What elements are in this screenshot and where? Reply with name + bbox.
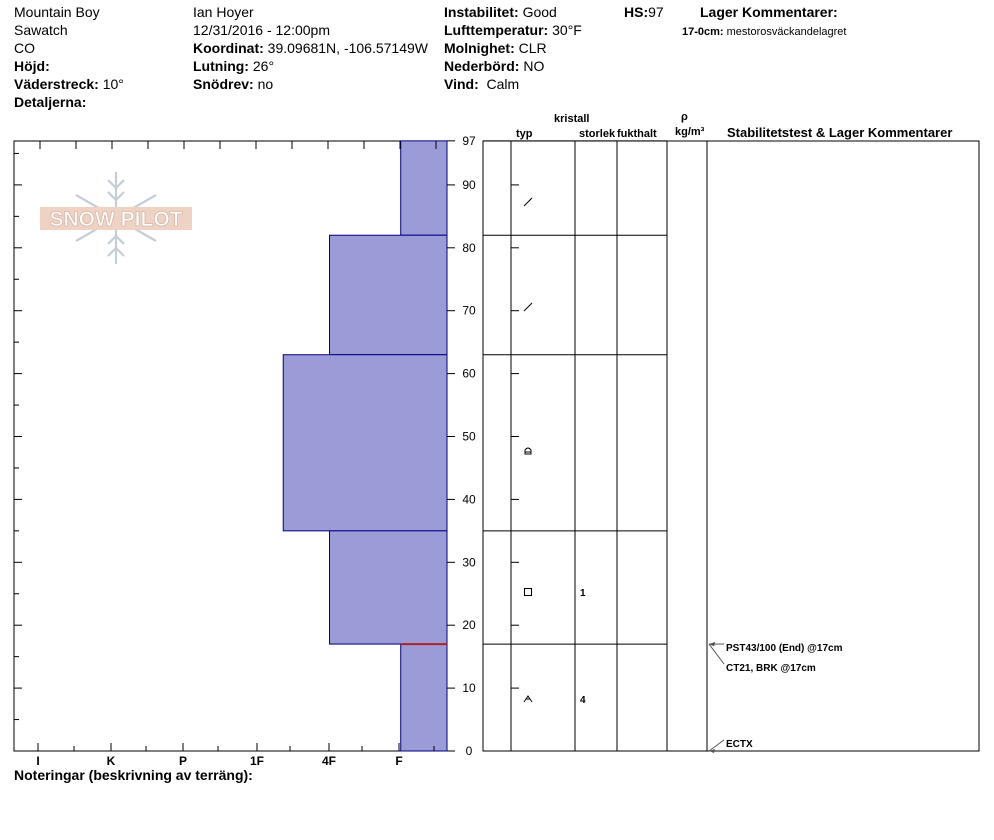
hardness-label-k: K — [107, 754, 116, 768]
col-type-header: typ — [516, 128, 533, 140]
depth-tick-label: 60 — [462, 367, 476, 381]
cloud-row: Molnighet: CLR — [444, 40, 547, 56]
details-label: Detaljerna: — [14, 94, 87, 110]
depth-tick-label: 30 — [462, 555, 476, 569]
observation-datetime: 12/31/2016 - 12:00pm — [193, 22, 330, 38]
depth-tick-label: 50 — [462, 430, 476, 444]
drift-label: Snödrev: — [193, 76, 254, 92]
faceted-grain-icon — [524, 588, 532, 596]
depth-tick-label: 70 — [462, 304, 476, 318]
col-density-unit: kg/m³ — [675, 126, 705, 138]
wind-label: Vind: — [444, 76, 479, 92]
observer-name: Ian Hoyer — [193, 4, 254, 20]
rounded-grain-icon — [524, 447, 532, 455]
hardness-bar-5 — [400, 643, 448, 752]
layer-comment-text: mestorosväckandelagret — [726, 26, 847, 38]
air-temp-row: Lufttemperatur: 30°F — [444, 22, 582, 38]
slope-row: Lutning: 26° — [193, 58, 274, 74]
terrain-notes-label: Noteringar (beskrivning av terräng): — [14, 767, 253, 783]
state: CO — [14, 40, 35, 56]
hardness-bar-2 — [329, 234, 448, 356]
coordinate-value: 39.09681N, -106.57149W — [267, 40, 428, 56]
layer-table-frame — [482, 140, 980, 752]
coordinate-label: Koordinat: — [193, 40, 264, 56]
hardness-label-4f: 4F — [322, 754, 336, 768]
hs-label: HS: — [624, 4, 649, 20]
wind-value: Calm — [486, 76, 520, 92]
slope-label: Lutning: — [193, 58, 249, 74]
depth-hoar-grain-icon — [523, 695, 533, 703]
depth-tick-label: 0 — [466, 744, 473, 758]
hardness-bar-4 — [329, 530, 448, 645]
instability-label: Instabilitet: — [444, 4, 519, 20]
drift-value: no — [257, 76, 274, 92]
depth-tick-label: 90 — [462, 178, 476, 192]
precip-value: NO — [523, 58, 545, 74]
col-crystal-header: kristall — [554, 113, 590, 125]
hardness-bar-3 — [282, 354, 448, 532]
col-stability-header: Stabilitetstest & Lager Kommentarer — [727, 125, 953, 140]
aspect-value: 10° — [102, 76, 124, 92]
stability-test-label: CT21, BRK @17cm — [726, 663, 816, 674]
depth-tick-label: 40 — [462, 492, 476, 506]
hs-value: 97 — [648, 4, 664, 20]
air-temp-label: Lufttemperatur: — [444, 22, 549, 38]
slope-value: 26° — [252, 58, 275, 74]
location-name: Mountain Boy — [14, 4, 100, 20]
decomposing-grain-icon — [523, 197, 533, 207]
cloud-label: Molnighet: — [444, 40, 515, 56]
layer-comment-depth: 17-0cm: — [682, 26, 724, 38]
hardness-label-f: F — [395, 754, 402, 768]
depth-tick-label: 97 — [462, 134, 476, 148]
air-temp-value: 30°F — [552, 22, 582, 38]
hardness-label-1f: 1F — [250, 754, 264, 768]
decomposing-grain-icon — [523, 302, 533, 312]
mountain-range: Sawatch — [14, 22, 68, 38]
precip-label: Nederbörd: — [444, 58, 520, 74]
col-moisture-header: fukthalt — [617, 128, 657, 140]
depth-tick-label: 20 — [462, 618, 476, 632]
drift-row: Snödrev: no — [193, 76, 273, 92]
test-pointer-line — [708, 643, 725, 665]
aspect-row: Väderstreck: 10° — [14, 76, 124, 92]
grain-size-value: 4 — [580, 695, 586, 706]
layer-comments-label: Lager Kommentarer: — [700, 4, 838, 20]
col-density-symbol: ρ — [681, 111, 688, 123]
hardness-bar-1 — [400, 140, 448, 236]
test-pointer-line — [708, 739, 725, 752]
hardness-label-i: I — [36, 754, 39, 768]
layer-comment-row: 17-0cm: mestorosväckandelagret — [682, 24, 846, 40]
test-arrow-icon — [709, 642, 715, 647]
instability-row: Instabilitet: Good — [444, 4, 557, 20]
instability-value: Good — [522, 4, 557, 20]
stability-test-label: ECTX — [726, 739, 753, 750]
precip-row: Nederbörd: NO — [444, 58, 544, 74]
depth-tick-label: 80 — [462, 241, 476, 255]
hardness-label-p: P — [179, 754, 187, 768]
test-arrow-icon — [709, 749, 715, 753]
coordinate-row: Koordinat: 39.09681N, -106.57149W — [193, 40, 428, 56]
stability-test-label: PST43/100 (End) @17cm — [726, 643, 843, 654]
depth-tick-label: 10 — [462, 681, 476, 695]
col-size-header: storlek — [579, 128, 616, 140]
hs-row: HS:97 — [624, 4, 664, 20]
aspect-label: Väderstreck: — [14, 76, 99, 92]
grain-size-value: 1 — [580, 588, 586, 599]
wind-row: Vind: Calm — [444, 76, 519, 92]
elevation-label: Höjd: — [14, 58, 50, 74]
cloud-value: CLR — [518, 40, 547, 56]
